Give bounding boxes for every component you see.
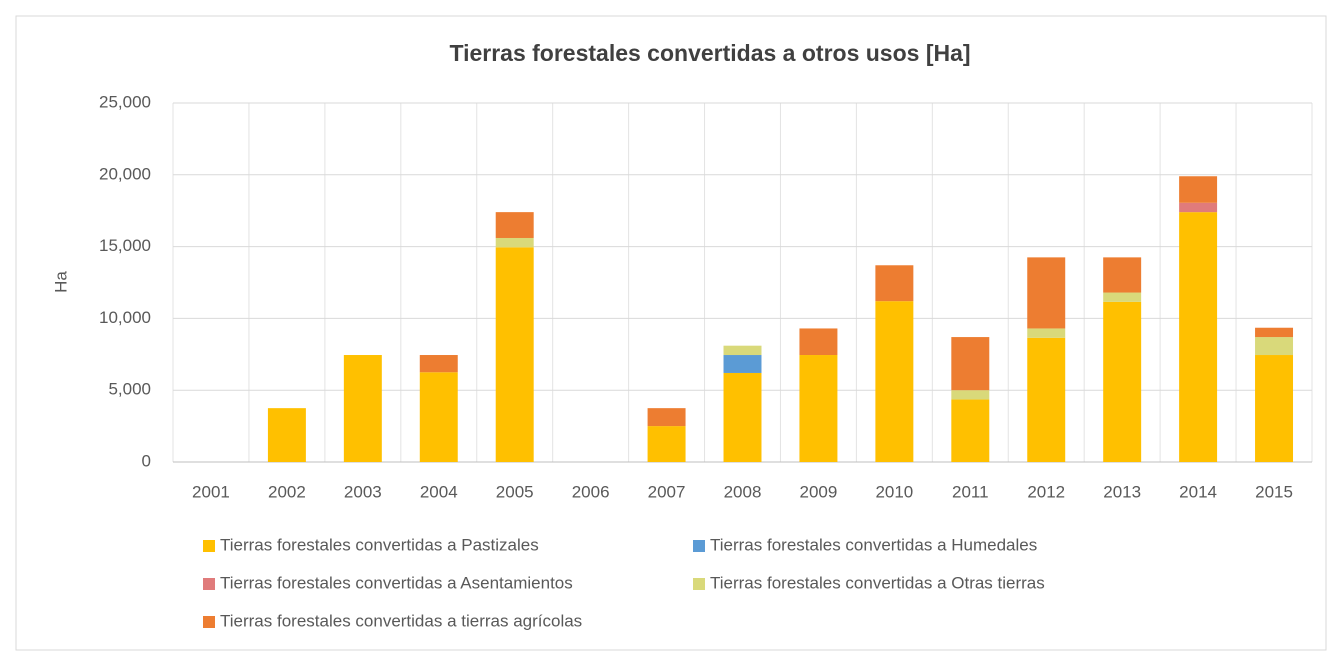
bar-segment [1103,257,1142,293]
bar-segment [343,355,382,462]
x-tick-label: 2015 [1255,482,1293,501]
bar-segment [647,408,686,427]
x-tick-label: 2012 [1027,482,1065,501]
bar-segment [1027,337,1066,462]
legend-label: Tierras forestales convertidas a Asentam… [220,573,573,592]
bar-segment [1103,292,1142,302]
y-axis-label: Ha [51,271,70,293]
x-tick-label: 2011 [952,482,989,501]
y-tick-label: 10,000 [99,308,151,327]
bar-segment [1255,355,1294,462]
legend-swatch [203,540,215,552]
legend-label: Tierras forestales convertidas a Otras t… [710,573,1045,592]
y-tick-label: 20,000 [99,164,151,183]
x-tick-label: 2008 [724,482,762,501]
bar-segment [495,212,534,238]
x-tick-label: 2010 [875,482,913,501]
bar-segment [951,337,990,391]
bar-segment [647,426,686,462]
bar-segment [951,399,990,462]
legend-label: Tierras forestales convertidas a tierras… [220,611,582,630]
legend-swatch [203,616,215,628]
bar-segment [951,390,990,400]
y-tick-label: 0 [142,451,151,470]
x-tick-label: 2014 [1179,482,1217,501]
x-tick-label: 2001 [192,482,230,501]
bar-segment [723,372,762,462]
x-tick-label: 2013 [1103,482,1141,501]
bar-segment [875,265,914,302]
bar-segment [1255,337,1294,356]
bar-segment [1179,202,1218,213]
legend-label: Tierras forestales convertidas a Pastiza… [220,535,539,554]
y-tick-label: 25,000 [99,92,151,111]
bar-segment [1027,257,1066,329]
bar-segment [1179,212,1218,462]
bar-segment [1255,327,1294,338]
bar-segment [495,247,534,462]
chart-title: Tierras forestales convertidas a otros u… [449,40,970,66]
bar-segment [267,408,306,462]
legend-label: Tierras forestales convertidas a Humedal… [710,535,1037,554]
bar-segment [875,301,914,462]
y-tick-label: 15,000 [99,236,151,255]
legend-swatch [693,540,705,552]
x-tick-label: 2009 [800,482,838,501]
bar-segment [1103,301,1142,462]
bar-segment [1027,328,1066,338]
x-tick-label: 2005 [496,482,534,501]
bar-segment [799,328,838,356]
x-tick-label: 2007 [648,482,686,501]
bar-segment [1179,176,1218,203]
legend-swatch [693,578,705,590]
x-tick-label: 2003 [344,482,382,501]
bar-segment [799,355,838,462]
bar-segment [723,345,762,356]
x-tick-label: 2004 [420,482,458,501]
x-tick-label: 2002 [268,482,306,501]
x-tick-label: 2006 [572,482,610,501]
bar-segment [419,355,458,373]
bar-segment [419,372,458,462]
y-tick-label: 5,000 [108,380,151,399]
bar-segment [723,355,762,373]
legend-swatch [203,578,215,590]
bar-segment [495,237,534,248]
